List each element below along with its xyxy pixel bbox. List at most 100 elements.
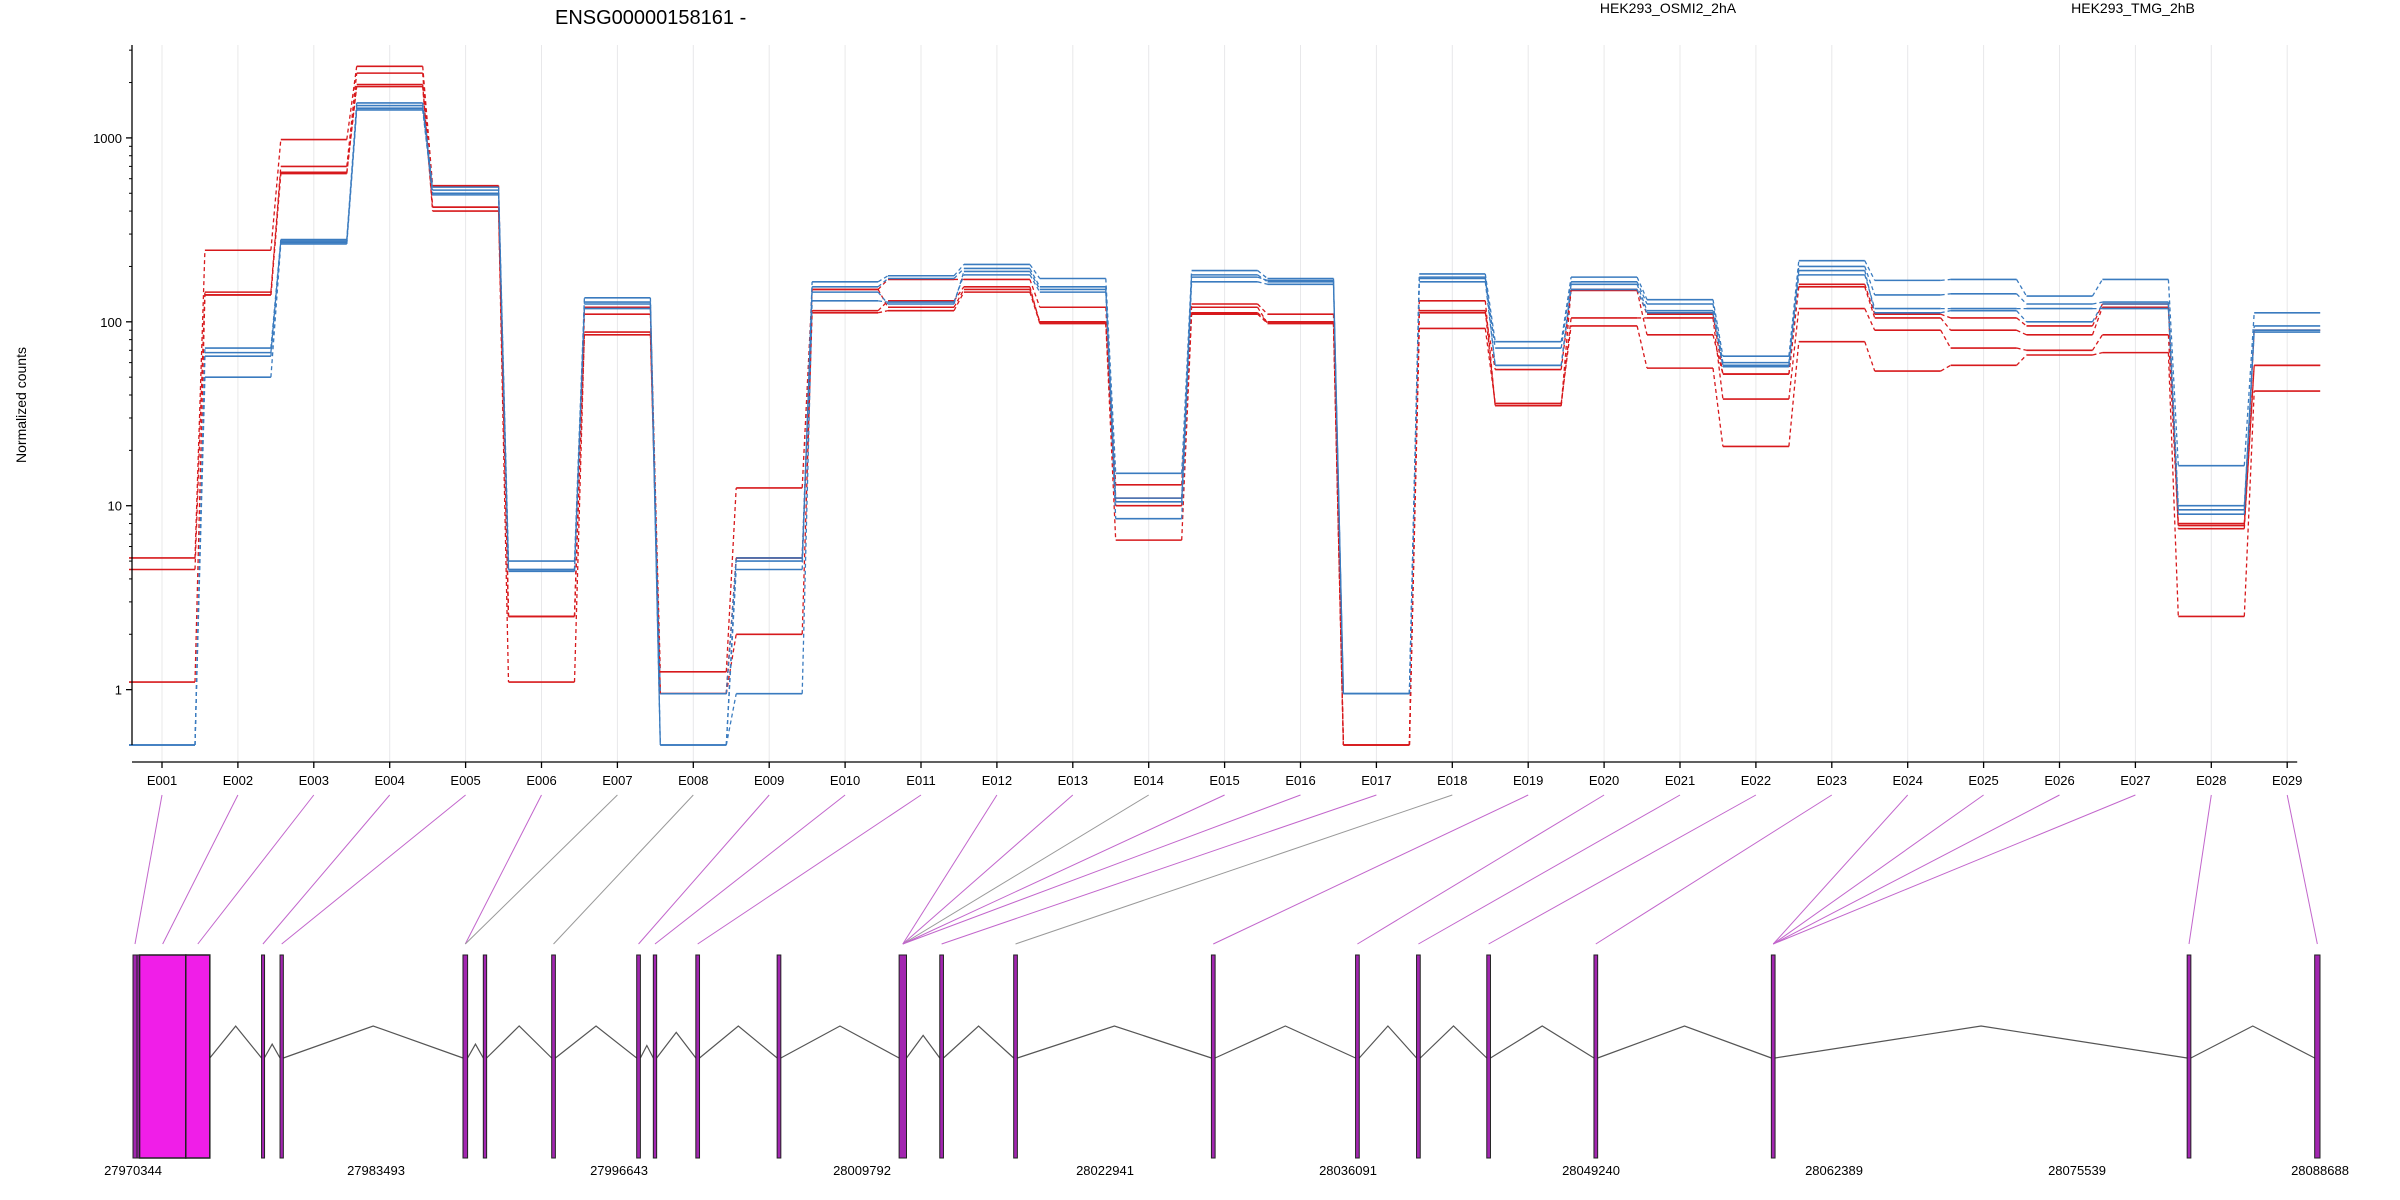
series-8-connector-9 bbox=[801, 292, 813, 562]
series-7-connector-21 bbox=[1712, 310, 1724, 367]
series-8-connector-16 bbox=[1332, 280, 1345, 694]
series-6-connector-21 bbox=[1712, 303, 1724, 363]
series-8-connector-17 bbox=[1408, 277, 1420, 694]
series-3-connector-10 bbox=[877, 310, 889, 314]
x-tick-label-e019: E019 bbox=[1513, 773, 1543, 788]
connector-e008 bbox=[553, 794, 694, 945]
exon-block-21 bbox=[1593, 954, 1599, 1159]
genomic-tick-label-1: 27970344 bbox=[104, 1163, 162, 1178]
series-1-connector-1 bbox=[194, 250, 206, 558]
series-3-connector-20 bbox=[1636, 325, 1648, 369]
x-tick-label-e016: E016 bbox=[1285, 773, 1315, 788]
series-2-connector-26 bbox=[2091, 334, 2103, 351]
series-3-connector-12 bbox=[1029, 291, 1041, 324]
x-axis: E001 E002 E003 E004 E005 E006 E007 E008 E009 E010… bbox=[132, 761, 2302, 788]
series-4-connector-11 bbox=[953, 289, 965, 308]
series-1-connector-23 bbox=[1864, 284, 1876, 315]
series-8-connector-22 bbox=[1788, 270, 1800, 366]
connector-e006 bbox=[464, 794, 542, 945]
connector-e014 bbox=[902, 794, 1149, 945]
series-4-connector-12 bbox=[1029, 289, 1041, 323]
x-tick-label-e013: E013 bbox=[1058, 773, 1088, 788]
series-8-connector-26 bbox=[2091, 303, 2103, 323]
series-3-connector-21 bbox=[1712, 368, 1724, 447]
series-8-connector-23 bbox=[1864, 270, 1876, 313]
series-7-connector-1 bbox=[194, 377, 206, 746]
x-tick-label-e002: E002 bbox=[223, 773, 253, 788]
series-3-connector-15 bbox=[1257, 313, 1268, 324]
series-8-connector-11 bbox=[953, 271, 965, 305]
series-2-connector-24 bbox=[1940, 329, 1952, 349]
x-tick-label-e009: E009 bbox=[754, 773, 784, 788]
series-3-connector-17 bbox=[1408, 328, 1420, 746]
exon-block-19 bbox=[1416, 954, 1421, 1159]
series-6-connector-8 bbox=[725, 569, 737, 746]
series-3-connector-28 bbox=[2243, 391, 2255, 617]
series-3-connector-11 bbox=[953, 291, 965, 311]
connector-e028 bbox=[2188, 794, 2212, 945]
series-5-connector-24 bbox=[1940, 278, 1951, 282]
series-6-connector-25 bbox=[2016, 293, 2027, 305]
exon-block-3 bbox=[138, 954, 187, 1159]
series-8-connector-13 bbox=[1105, 289, 1117, 502]
series-6-connector-15 bbox=[1257, 274, 1268, 283]
series-1-connector-12 bbox=[1029, 279, 1041, 308]
series-2-connector-18 bbox=[1484, 310, 1496, 406]
connector-e018 bbox=[1015, 794, 1453, 945]
connector-e021 bbox=[1418, 794, 1681, 945]
x-tick-label-e008: E008 bbox=[678, 773, 708, 788]
series-3-connector-9 bbox=[801, 312, 813, 635]
series-8-connector-15 bbox=[1257, 276, 1268, 281]
intron-21 bbox=[1597, 1025, 1772, 1059]
series-1-connector-3 bbox=[346, 66, 358, 140]
series-7-connector-9 bbox=[801, 300, 813, 694]
connector-e027 bbox=[1773, 794, 2136, 945]
genomic-tick-label-10: 28088688 bbox=[2291, 1163, 2349, 1178]
series-5-connector-13 bbox=[1105, 278, 1117, 474]
intron-22 bbox=[1774, 1025, 2188, 1059]
series-8-connector-7 bbox=[649, 302, 661, 694]
series-4-connector-26 bbox=[2091, 307, 2104, 336]
series-5-connector-28 bbox=[2243, 312, 2255, 466]
series-2-connector-3 bbox=[346, 73, 358, 167]
series-4-connector-23 bbox=[1864, 286, 1876, 319]
intron-12 bbox=[699, 1025, 778, 1059]
y-tick-label-1: 1 bbox=[115, 683, 122, 698]
series-5-connector-18 bbox=[1484, 273, 1496, 342]
intron-17 bbox=[1214, 1025, 1356, 1059]
series-5-connector-26 bbox=[2091, 279, 2103, 297]
series-3-connector-6 bbox=[573, 332, 586, 683]
intron-18 bbox=[1358, 1025, 1417, 1059]
x-tick-label-e029: E029 bbox=[2272, 773, 2302, 788]
exon-block-18 bbox=[1355, 954, 1360, 1159]
connector-e023 bbox=[1595, 794, 1833, 945]
x-tick-label-e023: E023 bbox=[1817, 773, 1847, 788]
genomic-tick-label-6: 28036091 bbox=[1319, 1163, 1377, 1178]
connector-e020 bbox=[1357, 794, 1605, 945]
intron-6 bbox=[283, 1025, 464, 1059]
exon-block-7 bbox=[462, 954, 469, 1159]
y-axis: 1 10 100 1000 bbox=[93, 45, 133, 745]
series-8-connector-19 bbox=[1560, 289, 1572, 366]
genomic-tick-label-9: 28075539 bbox=[2048, 1163, 2106, 1178]
exon-block-12 bbox=[695, 954, 701, 1159]
series-4-connector-24 bbox=[1940, 317, 1952, 331]
series-3-connector-8 bbox=[725, 634, 737, 694]
series-6-connector-12 bbox=[1029, 268, 1041, 288]
series-8-connector-21 bbox=[1712, 312, 1724, 366]
series-7-connector-10 bbox=[878, 300, 889, 303]
intron-15 bbox=[943, 1025, 1015, 1059]
series-5-connector-15 bbox=[1257, 270, 1268, 280]
connector-e025 bbox=[1772, 794, 1984, 945]
connector-e007 bbox=[464, 794, 618, 945]
series-6-connector-23 bbox=[1864, 266, 1876, 296]
grid-lines bbox=[161, 45, 2288, 765]
connector-e011 bbox=[697, 794, 922, 945]
series-3-connector-18 bbox=[1484, 328, 1496, 404]
chart-title: ENSG00000158161 - bbox=[555, 7, 746, 29]
series-5-connector-20 bbox=[1636, 276, 1648, 300]
series-8-connector-25 bbox=[2016, 310, 2027, 323]
x-tick-label-e012: E012 bbox=[982, 773, 1012, 788]
series-3-connector-25 bbox=[2016, 354, 2027, 366]
series-3-connector-26 bbox=[2092, 351, 2103, 356]
